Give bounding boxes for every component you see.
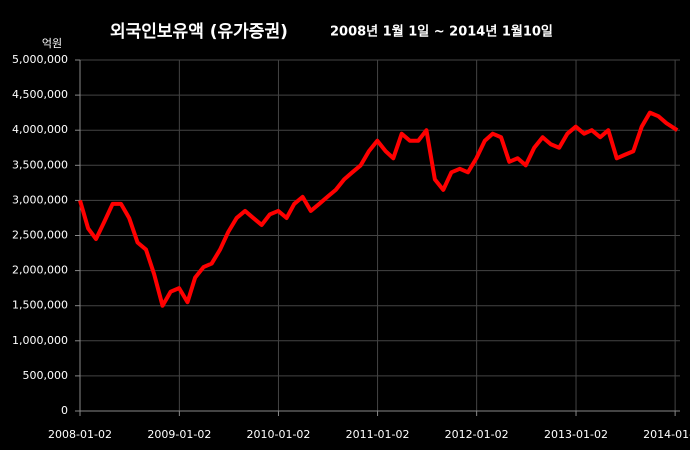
y-tick-label: 2,000,000 [12,264,68,277]
x-tick-label: 2010-01-02 [246,428,310,441]
chart-subtitle: 2008년 1월 1일 ~ 2014년 1월10일 [330,24,553,40]
chart-title: 외국인보유액 (유가증권) [110,22,288,42]
x-tick-label: 2012-01-02 [445,428,509,441]
x-tick-label: 2013-01-02 [544,428,608,441]
y-tick-label: 0 [61,404,68,417]
y-tick-label: 1,000,000 [12,334,68,347]
y-tick-label: 2,500,000 [12,229,68,242]
y-tick-label: 4,500,000 [12,88,68,101]
x-tick-label: 2008-01-02 [48,428,112,441]
x-tick-label: 2009-01-02 [147,428,211,441]
y-tick-label: 3,000,000 [12,193,68,206]
x-tick-label: 2014-01-02 [643,428,690,441]
y-tick-label: 1,500,000 [12,299,68,312]
x-tick-label: 2011-01-02 [346,428,410,441]
y-tick-label: 500,000 [23,369,69,382]
y-tick-label: 5,000,000 [12,53,68,66]
y-tick-label: 4,000,000 [12,123,68,136]
y-tick-label: 3,500,000 [12,158,68,171]
line-series [78,110,679,308]
y-unit: 억원 [42,37,62,50]
